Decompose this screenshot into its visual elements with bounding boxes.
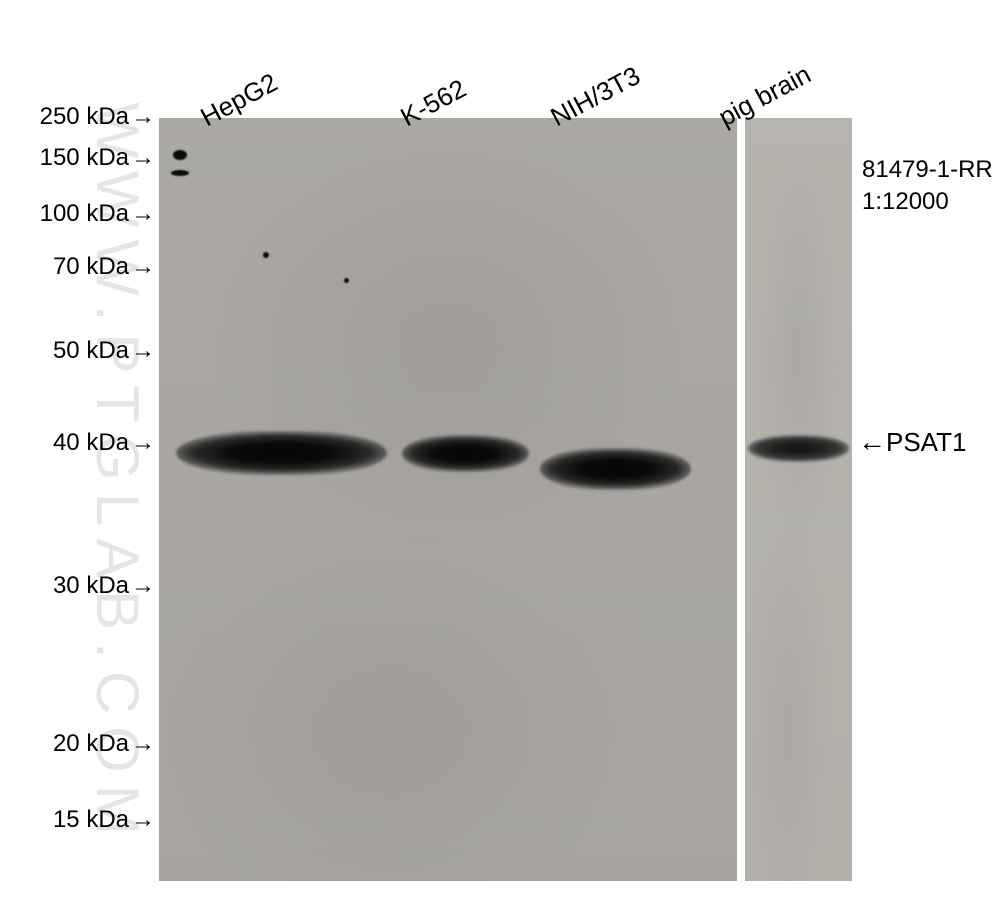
band-k562	[402, 435, 529, 472]
arrow-right-icon: →	[131, 253, 155, 281]
arrow-right-icon: →	[131, 730, 155, 758]
ladder-tick: 15 kDa→	[53, 806, 155, 834]
membrane-side	[745, 118, 852, 881]
ladder-tick: 100 kDa→	[40, 200, 155, 228]
arrow-right-icon: →	[131, 806, 155, 834]
arrow-right-icon: →	[131, 337, 155, 365]
ladder-tick-text: 15 kDa	[53, 806, 129, 833]
antibody-catalog: 81479-1-RR	[862, 156, 993, 184]
artifact-speck	[263, 252, 269, 258]
membrane-main	[159, 118, 737, 881]
ladder-tick-text: 70 kDa	[53, 253, 129, 280]
blot-canvas: WWW.PTGLAB.COM 250 kDa→150 kDa→100 kDa→7…	[0, 0, 1000, 903]
ladder-tick: 40 kDa→	[53, 429, 155, 457]
artifact-speck	[344, 278, 349, 283]
band-marker-label: PSAT1	[886, 427, 966, 457]
ladder-tick-text: 40 kDa	[53, 429, 129, 456]
antibody-dilution: 1:12000	[862, 188, 949, 216]
ladder-tick-text: 250 kDa	[40, 103, 129, 130]
ladder-tick: 70 kDa→	[53, 253, 155, 281]
arrow-right-icon: →	[131, 572, 155, 600]
arrow-left-icon: ←	[858, 426, 886, 457]
artifact-speck	[173, 150, 187, 160]
band-pig-brain	[748, 435, 849, 462]
ladder-tick: 250 kDa→	[40, 103, 155, 131]
ladder-tick-text: 20 kDa	[53, 730, 129, 757]
arrow-right-icon: →	[131, 429, 155, 457]
ladder-tick: 20 kDa→	[53, 730, 155, 758]
ladder-tick-text: 30 kDa	[53, 572, 129, 599]
artifact-speck	[171, 170, 189, 176]
arrow-right-icon: →	[131, 144, 155, 172]
ladder-tick: 50 kDa→	[53, 337, 155, 365]
ladder-tick: 150 kDa→	[40, 144, 155, 172]
ladder-tick-text: 150 kDa	[40, 144, 129, 171]
arrow-right-icon: →	[131, 200, 155, 228]
band-hepg2	[176, 431, 387, 475]
ladder-tick-text: 100 kDa	[40, 200, 129, 227]
band-marker: ←PSAT1	[858, 426, 966, 458]
arrow-right-icon: →	[131, 103, 155, 131]
ladder-tick-text: 50 kDa	[53, 337, 129, 364]
band-nih3t3	[540, 448, 690, 491]
ladder-tick: 30 kDa→	[53, 572, 155, 600]
